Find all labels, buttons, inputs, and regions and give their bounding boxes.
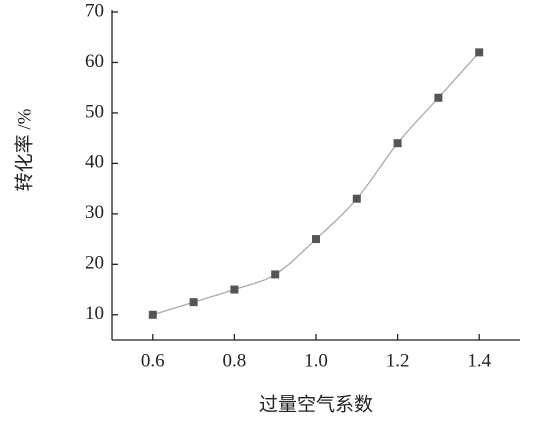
marker	[271, 270, 280, 279]
y-tick-label: 20	[85, 253, 104, 274]
x-axis-label: 过量空气系数	[259, 393, 373, 415]
y-tick-label: 70	[85, 0, 104, 21]
y-tick-label: 50	[85, 101, 104, 122]
marker	[312, 235, 320, 244]
marker	[189, 298, 198, 307]
y-axis-label: 转化率 /%	[13, 108, 35, 191]
marker	[352, 194, 361, 203]
line	[152, 51, 480, 316]
marker	[230, 285, 239, 294]
y-tick-label: 40	[85, 152, 104, 173]
x-tick-label: 0.8	[223, 350, 247, 371]
marker	[148, 310, 157, 319]
x-tick-label: 1.0	[304, 350, 328, 371]
y-tick-label: 30	[85, 202, 104, 223]
x-tick-label: 1.2	[386, 350, 410, 371]
marker	[475, 48, 484, 57]
y-tick-label: 10	[85, 303, 104, 324]
marker	[393, 139, 402, 148]
x-tick-label: 1.4	[467, 350, 491, 371]
y-tick-label: 60	[85, 51, 104, 72]
x-tick-label: 0.6	[141, 350, 165, 371]
marker	[434, 93, 443, 102]
